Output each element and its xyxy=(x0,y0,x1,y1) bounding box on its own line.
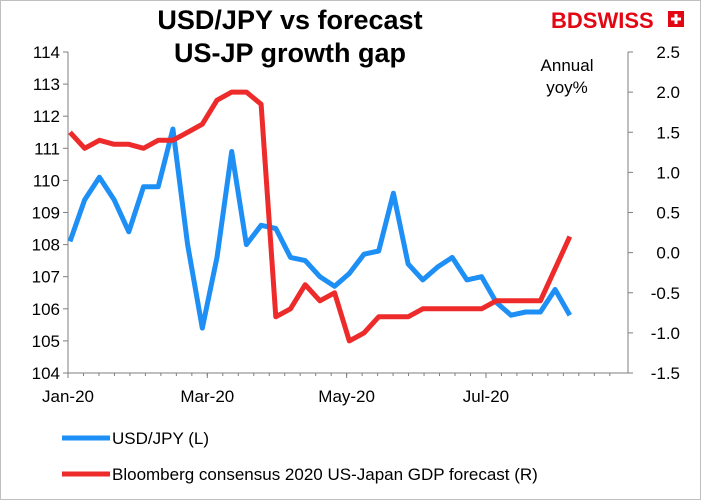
left-tick-label: 109 xyxy=(32,204,60,223)
series-lines xyxy=(67,89,573,344)
gdp-forecast-series-line xyxy=(68,89,573,344)
x-axis-ticks: Jan-20 Mar-20 May-20 Jul-20 xyxy=(42,373,611,406)
legend-label-gdp: Bloomberg consensus 2020 US-Japan GDP fo… xyxy=(112,465,538,484)
brand-logo: BDSWISS xyxy=(551,8,654,33)
legend: USD/JPY (L) Bloomberg consensus 2020 US-J… xyxy=(62,429,538,484)
x-tick-label: Jul-20 xyxy=(463,387,509,406)
left-tick-label: 112 xyxy=(33,107,60,126)
right-tick-label: -1.5 xyxy=(651,364,680,383)
chart-title-line-2: US-JP growth gap xyxy=(173,38,407,68)
x-tick-label: Jan-20 xyxy=(42,387,94,406)
usdjpy-series-line xyxy=(67,126,572,331)
right-tick-label: 2.5 xyxy=(656,43,680,62)
x-tick-label: Mar-20 xyxy=(180,387,234,406)
right-tick-label: 2.0 xyxy=(656,83,680,102)
legend-label-usdjpy: USD/JPY (L) xyxy=(112,429,209,448)
left-tick-label: 113 xyxy=(33,75,60,94)
units-annotation-line-2: yoy% xyxy=(546,78,588,97)
left-tick-label: 105 xyxy=(32,332,60,351)
units-annotation: Annual yoy% xyxy=(527,55,607,99)
left-tick-label: 110 xyxy=(33,171,60,190)
x-tick-label: May-20 xyxy=(318,387,375,406)
right-tick-label: 0.0 xyxy=(656,244,680,263)
right-axis-ticks: -1.5 -1.0 -0.5 0.0 0.5 1.0 1.5 2.0 2.5 xyxy=(628,43,680,383)
left-tick-label: 106 xyxy=(32,300,60,319)
right-tick-label: -1.0 xyxy=(651,324,680,343)
left-tick-label: 104 xyxy=(32,364,60,383)
right-tick-label: -0.5 xyxy=(651,284,680,303)
units-annotation-line-1: Annual xyxy=(540,56,594,75)
left-axis-ticks: 104 105 106 107 108 109 110 111 112 113 114 xyxy=(32,43,68,383)
chart-title: USD/JPY vs forecast US-JP growth gap xyxy=(140,4,440,70)
left-tick-label: 111 xyxy=(34,139,60,158)
right-tick-label: 0.5 xyxy=(656,204,680,223)
chart-title-line-1: USD/JPY vs forecast xyxy=(157,5,423,35)
right-tick-label: 1.5 xyxy=(656,123,680,142)
left-tick-label: 114 xyxy=(33,43,60,62)
left-tick-label: 108 xyxy=(32,236,60,255)
swiss-cross-icon xyxy=(668,11,684,27)
axes-group xyxy=(67,52,629,374)
left-tick-label: 107 xyxy=(32,268,60,287)
right-tick-label: 1.0 xyxy=(656,163,680,182)
